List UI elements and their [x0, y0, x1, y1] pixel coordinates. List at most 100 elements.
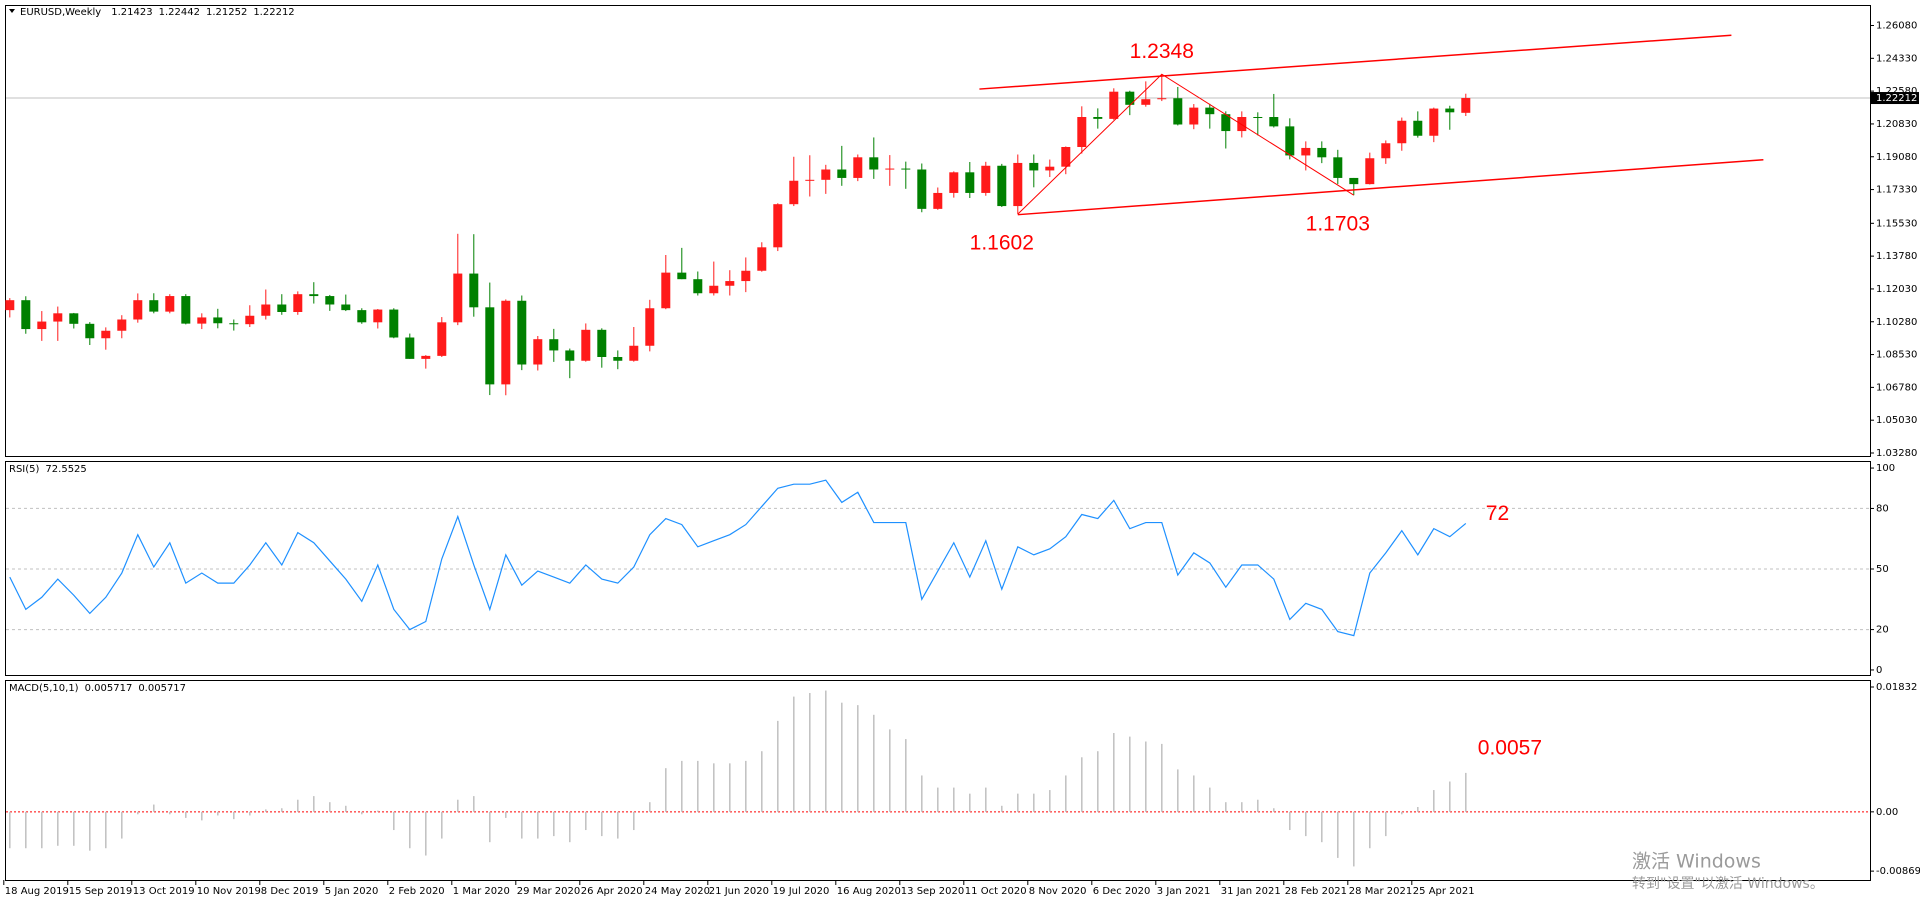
candle-body: [213, 317, 223, 324]
candle-body: [917, 169, 927, 209]
header-low: 1.21252: [206, 7, 247, 18]
candle-body: [277, 304, 287, 312]
candle-body: [1189, 107, 1199, 125]
candle-body: [69, 313, 79, 324]
header-high: 1.22442: [159, 7, 200, 18]
price-annotation: 1.1703: [1306, 213, 1370, 236]
channel-line: [979, 34, 1732, 90]
x-tick-label: 10 Nov 2019: [197, 886, 261, 897]
candle-body: [997, 165, 1007, 207]
candle-body: [581, 329, 591, 361]
candle-body: [485, 307, 495, 385]
x-tick-label: 19 Jul 2020: [773, 886, 830, 897]
candle-body: [197, 317, 207, 324]
candle-body: [725, 281, 735, 286]
candle-body: [1045, 166, 1055, 171]
candle-body: [1013, 162, 1023, 207]
candle-body: [1173, 98, 1183, 125]
y-tick-label: 1.13780: [1876, 251, 1917, 262]
candle-body: [645, 308, 655, 346]
candle-body: [885, 168, 895, 170]
header-close: 1.22212: [253, 7, 294, 18]
channel-line: [1017, 159, 1764, 216]
candle-body: [85, 323, 95, 339]
candle-body: [1413, 120, 1423, 136]
watermark-text: 转到"设置"以激活 Windows。: [1632, 875, 1824, 892]
x-tick-label: 6 Dec 2020: [1093, 886, 1151, 897]
x-tick-label: 5 Jan 2020: [325, 886, 379, 897]
candle-body: [1109, 91, 1119, 119]
candle-body: [533, 339, 543, 365]
y-tick-label: 1.26080: [1876, 21, 1917, 32]
macd-header: MACD(5,10,1) 0.005717 0.005717: [9, 683, 186, 694]
candle-body: [1141, 99, 1151, 105]
y-tick-label: -0.008698: [1876, 866, 1920, 877]
candle-body: [245, 315, 255, 325]
candle-body: [1429, 108, 1439, 136]
x-tick-label: 8 Dec 2019: [261, 886, 319, 897]
x-tick-label: 18 Aug 2019: [5, 886, 69, 897]
y-tick-label: 50: [1876, 564, 1889, 575]
x-tick-label: 11 Oct 2020: [965, 886, 1027, 897]
candle-body: [21, 300, 31, 330]
y-tick-label: 1.06780: [1876, 382, 1917, 393]
macd-value: 0.005717: [85, 683, 133, 694]
candle-body: [341, 304, 351, 311]
candle-body: [1317, 147, 1327, 158]
candle-body: [549, 339, 559, 351]
candle-body: [117, 319, 127, 331]
candle-body: [1349, 177, 1359, 185]
macd-annotation: 0.0057: [1478, 737, 1542, 760]
y-tick-label: 1.17330: [1876, 185, 1917, 196]
candle-body: [405, 337, 415, 359]
candle-body: [1029, 162, 1039, 171]
y-tick-label: 1.24330: [1876, 53, 1917, 64]
y-tick-label: 0.00: [1876, 807, 1898, 818]
candle-body: [805, 179, 815, 181]
candle-body: [133, 300, 143, 320]
signal-value: 0.005717: [138, 683, 186, 694]
y-tick-label: 1.03280: [1876, 448, 1917, 459]
rsi-panel: [5, 461, 1871, 676]
watermark-title: 激活 Windows: [1632, 851, 1761, 873]
candle-body: [677, 272, 687, 280]
x-tick-label: 29 Mar 2020: [517, 886, 580, 897]
symbol-title: EURUSD,Weekly: [20, 7, 101, 18]
candle-body: [501, 300, 511, 385]
price-annotation: 1.1602: [970, 232, 1034, 255]
candle-body: [1061, 147, 1071, 167]
candle-body: [901, 168, 911, 170]
header-open: 1.21423: [111, 7, 152, 18]
y-tick-label: 0: [1876, 665, 1882, 676]
current-price-box: [1871, 92, 1919, 105]
x-tick-label: 8 Nov 2020: [1029, 886, 1087, 897]
x-tick-label: 15 Sep 2019: [69, 886, 132, 897]
candle-body: [693, 279, 703, 294]
current-price-label: 1.22212: [1876, 93, 1917, 104]
rsi-line: [9, 479, 1467, 637]
candle-body: [101, 330, 111, 339]
candle-body: [709, 285, 719, 294]
x-tick-label: 26 Apr 2020: [581, 886, 643, 897]
x-tick-label: 2 Feb 2020: [389, 886, 445, 897]
menu-arrow[interactable]: [9, 9, 15, 13]
candle-body: [437, 322, 447, 356]
candle-body: [789, 180, 799, 205]
y-tick-label: 1.19080: [1876, 152, 1917, 163]
candle-body: [821, 169, 831, 180]
candle-body: [1269, 117, 1279, 127]
candle-body: [869, 157, 879, 170]
x-tick-label: 1 Mar 2020: [453, 886, 510, 897]
candle-body: [741, 270, 751, 282]
macd-panel: [5, 680, 1871, 881]
candle-body: [37, 321, 47, 330]
x-tick-label: 16 Aug 2020: [837, 886, 901, 897]
candle-body: [1077, 117, 1087, 147]
candle-body: [229, 323, 239, 325]
candle-body: [565, 350, 575, 361]
candle-body: [453, 273, 463, 323]
candle-body: [837, 169, 847, 178]
candle-body: [373, 309, 383, 323]
